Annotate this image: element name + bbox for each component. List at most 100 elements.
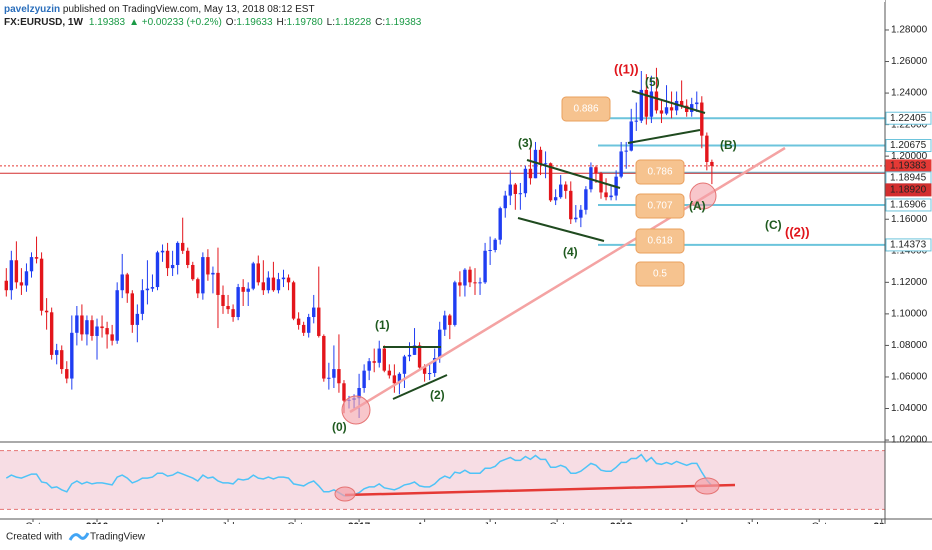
candle-body <box>523 168 528 194</box>
candle-body <box>191 264 195 280</box>
candle-body <box>654 91 659 111</box>
candle-body <box>574 217 578 220</box>
candle-body <box>468 269 472 283</box>
candle-body <box>644 89 649 117</box>
candle-body <box>473 282 477 284</box>
price-tag-bg <box>885 183 932 197</box>
candle-body <box>95 326 99 336</box>
rsi-line <box>5 453 713 497</box>
candle-body <box>150 287 155 289</box>
price-tag: 1.18945 <box>890 173 927 184</box>
candle-body <box>44 310 49 313</box>
candle-body <box>24 271 29 286</box>
candle-body <box>679 100 684 106</box>
candle-body <box>296 318 301 325</box>
wave-label: (5) <box>645 75 660 89</box>
rsi-trend-line <box>344 483 736 497</box>
candle-body <box>427 373 432 375</box>
candle-body <box>241 287 245 292</box>
candle-body <box>65 369 69 379</box>
candle-body <box>684 105 689 112</box>
candle-body <box>488 250 492 252</box>
y-tick-label: 1.10000 <box>891 309 928 320</box>
wedge-line <box>517 217 605 242</box>
y-tick-label: 1.24000 <box>891 88 928 99</box>
price-tag-bg <box>885 198 932 212</box>
candle-body <box>236 287 240 318</box>
wedge-line <box>627 129 701 144</box>
symbol-line: FX:EURUSD, 1W 1.19383 ▲ +0.00233 (+0.2%) O:… <box>4 17 422 28</box>
candle-body <box>397 373 402 384</box>
callout-box <box>635 193 685 219</box>
candle-body <box>186 250 190 265</box>
candle-body <box>317 307 321 336</box>
candle-body <box>543 163 548 165</box>
candle-body <box>49 312 54 355</box>
header-bg <box>0 0 885 2</box>
candle-body <box>508 184 512 196</box>
candle-body <box>609 195 613 198</box>
candle-body <box>281 277 286 280</box>
candle-body <box>367 361 371 371</box>
wave-label: (C) <box>765 218 782 232</box>
candle-body <box>493 239 497 251</box>
price-tag-bg <box>885 238 932 252</box>
candle-body <box>372 361 376 363</box>
candle-body <box>85 320 89 335</box>
candle-body <box>659 110 664 114</box>
candle-body <box>695 102 699 105</box>
price-axis-bg <box>885 0 932 524</box>
y-tick-label: 1.28000 <box>891 25 928 36</box>
candle-body <box>221 294 225 306</box>
candle-body <box>125 274 129 294</box>
y-tick-label: 1.04000 <box>891 403 928 414</box>
candle-body <box>226 305 230 310</box>
footer-bg <box>0 524 932 550</box>
candle-body <box>377 348 381 363</box>
candle-body <box>246 288 250 292</box>
candle-body <box>553 197 558 201</box>
candle-body <box>271 277 276 291</box>
candle-body <box>306 317 311 333</box>
wave-label: (A) <box>689 199 706 213</box>
highlight-circle <box>341 395 371 425</box>
candle-body <box>528 168 533 179</box>
wave-labels: ((1)) (5) (B) (3) (4) (A) (C) ((2)) (1) … <box>332 61 810 434</box>
candle-body <box>513 184 518 195</box>
candle-body <box>100 326 104 329</box>
candle-body <box>312 307 316 318</box>
y-tick-label: 1.22000 <box>891 119 928 130</box>
candle-body <box>276 279 281 291</box>
ohlc-label: C: <box>375 17 385 28</box>
candle-body <box>624 150 628 152</box>
candle-body <box>14 260 19 283</box>
candle-body <box>498 208 502 240</box>
candle-body <box>594 167 598 174</box>
fib-ratio: 0.886 <box>573 104 598 115</box>
highlight-circle <box>689 182 717 210</box>
ohlc-value: 1.19780 <box>287 17 324 28</box>
candle-body <box>649 91 654 117</box>
candle-body <box>54 350 59 355</box>
y-tick-label: 1.06000 <box>891 372 928 383</box>
candle-body <box>256 263 260 283</box>
candle-body <box>664 107 669 114</box>
price-tag-bg <box>885 111 932 125</box>
candle-body <box>332 369 336 378</box>
candle-body <box>327 377 331 379</box>
rsi-band <box>0 450 885 510</box>
annotations: 0.886 0.786 0.707 0.618 0.5 ((1)) (5) (B… <box>332 61 810 502</box>
callout-box <box>635 261 685 287</box>
candle-body <box>261 282 266 291</box>
candle-body <box>412 345 417 355</box>
candle-body <box>60 350 64 370</box>
candle-body <box>422 367 427 374</box>
y-tick-label: 1.08000 <box>891 340 928 351</box>
candle-body <box>170 264 175 269</box>
candle-body <box>700 102 704 136</box>
last-price: 1.19383 <box>89 17 126 28</box>
wave-label: (4) <box>563 245 578 259</box>
price-tag: 1.22405 <box>890 113 927 124</box>
